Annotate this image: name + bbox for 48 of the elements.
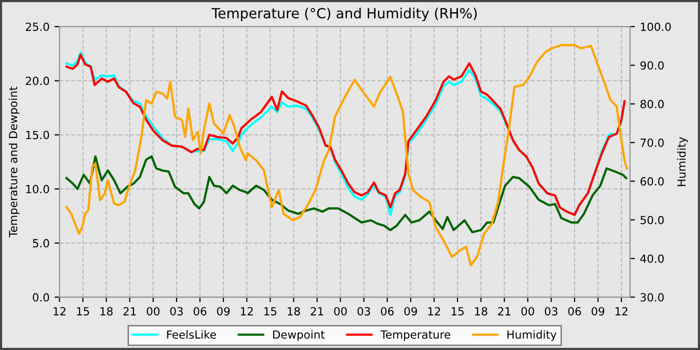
y2-tick-label: 30.0 xyxy=(640,293,664,302)
x-tick-label: 03 xyxy=(544,307,558,316)
x-tick-label: 21 xyxy=(310,307,324,316)
y-tick-label: 25.0 xyxy=(26,22,50,31)
x-tick-label: 06 xyxy=(194,307,206,316)
y-tick-label: 15.0 xyxy=(26,130,50,140)
x-tick-label: 09 xyxy=(217,307,230,316)
x-tick-label: 18 xyxy=(288,307,300,316)
x-tick-label: 00 xyxy=(334,307,347,316)
x-tick-label: 18 xyxy=(100,307,113,316)
x-tick-label: 21 xyxy=(498,307,510,316)
x-tick-label: 00 xyxy=(521,307,534,316)
x-tick-label: 12 xyxy=(240,307,253,316)
x-tick-label: 12 xyxy=(54,307,66,316)
x-tick-label: 00 xyxy=(146,307,160,316)
y2-tick-label: 90.0 xyxy=(640,61,664,70)
x-tick-label: 06 xyxy=(380,307,394,316)
x-tick-label: 15 xyxy=(264,307,276,316)
y2-axis-title: Humidity xyxy=(677,137,688,186)
x-tick-label: 15 xyxy=(452,307,464,316)
y2-tick-label: 100.0 xyxy=(640,22,671,31)
y-tick-label: 5.0 xyxy=(32,239,50,248)
y-tick-label: 20.0 xyxy=(26,76,50,86)
x-tick-label: 09 xyxy=(404,307,417,316)
chart-title: Temperature (°C) and Humidity (RH%) xyxy=(212,8,477,22)
x-tick-label: 03 xyxy=(358,307,370,316)
y-axis-title: Temperature and Dewpoint xyxy=(8,86,20,238)
legend-label: Temperature xyxy=(380,330,450,341)
y2-tick-label: 40.0 xyxy=(640,254,664,263)
x-tick-label: 15 xyxy=(77,307,90,316)
line-series xyxy=(65,155,628,234)
y2-tick-label: 80.0 xyxy=(640,100,664,108)
x-tick-label: 03 xyxy=(170,307,183,316)
x-tick-label: 18 xyxy=(475,307,488,316)
legend-label: Dewpoint xyxy=(273,330,325,341)
x-tick-label: 09 xyxy=(592,307,604,316)
x-tick-label: 12 xyxy=(428,307,440,316)
legend-label: FeelsLike xyxy=(167,330,216,339)
y2-tick-label: 60.0 xyxy=(640,177,664,186)
legend-label: Humidity xyxy=(507,330,556,341)
x-tick-label: 06 xyxy=(568,307,581,316)
line-series xyxy=(65,44,628,267)
y2-tick-label: 70.0 xyxy=(640,138,664,147)
y2-tick-label: 50.0 xyxy=(640,216,664,224)
y-tick-label: 10.0 xyxy=(26,184,50,194)
x-tick-label: 21 xyxy=(123,307,136,316)
x-tick-label: 12 xyxy=(616,307,628,316)
y-tick-label: 0.0 xyxy=(32,293,50,302)
